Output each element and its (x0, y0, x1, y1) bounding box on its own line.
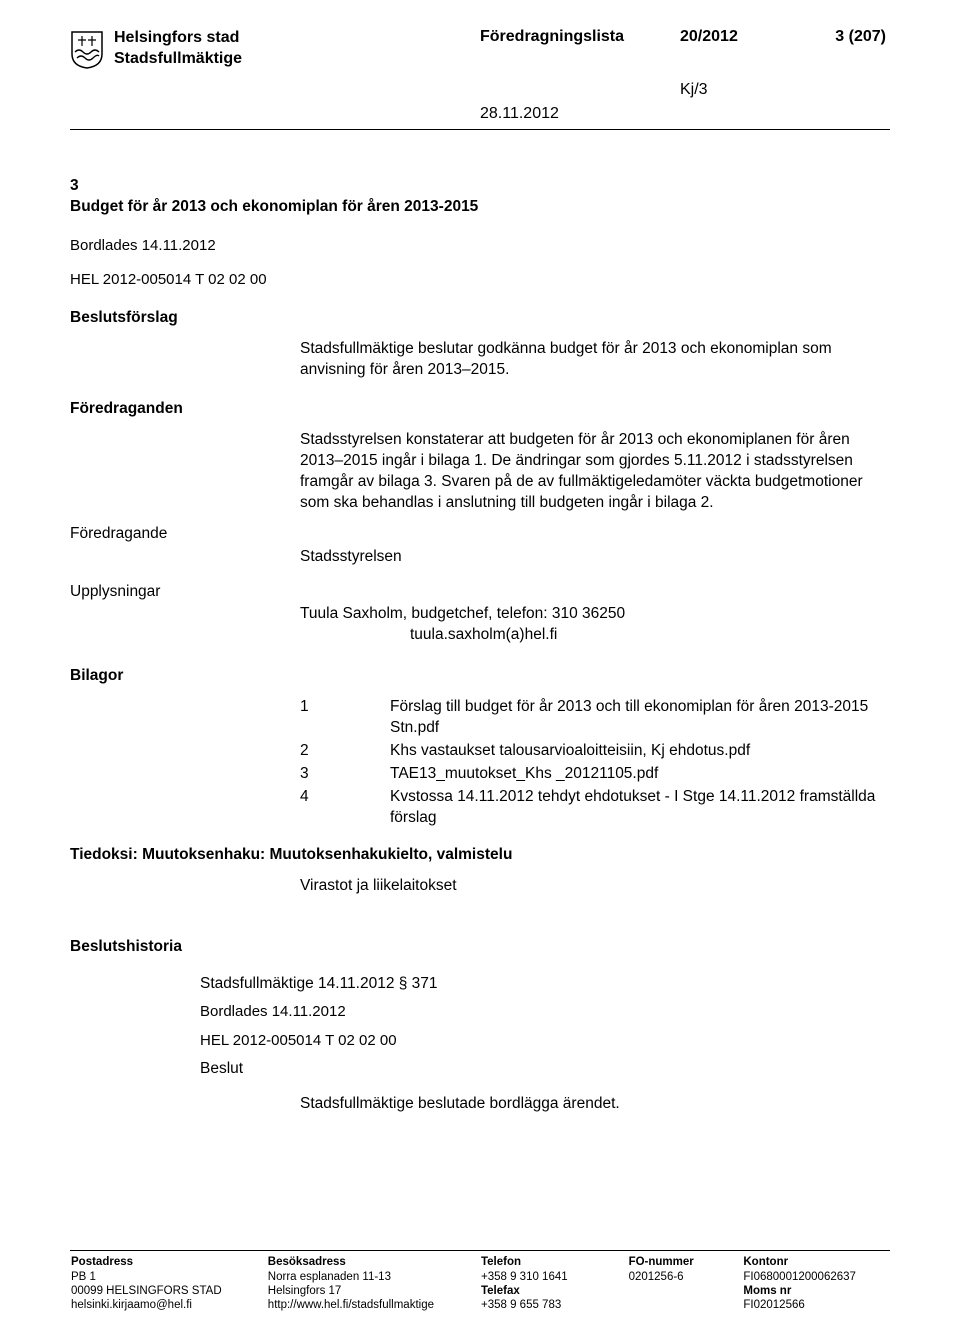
footer-cell: http://www.hel.fi/stadsfullmaktige (267, 1298, 480, 1312)
footer-cell: FI02012566 (742, 1298, 890, 1312)
footer-header-row: Postadress Besöksadress Telefon FO-numme… (70, 1255, 890, 1270)
hel-line: HEL 2012-005014 T 02 02 00 (70, 270, 890, 290)
header-row: Helsingfors stad Stadsfullmäktige Föredr… (70, 28, 890, 75)
footer-cell: Helsingfors 17 (267, 1284, 480, 1298)
footer-cell: Norra esplanaden 11-13 (267, 1270, 480, 1284)
footer-head: Besöksadress (267, 1255, 480, 1270)
foredragande-value: Stadsstyrelsen (300, 547, 890, 568)
header-subrow2: 28.11.2012 (70, 105, 890, 123)
footer-head: Kontonr (742, 1255, 890, 1270)
attachment-num: 1 (300, 697, 390, 739)
foredraganden-label: Föredraganden (70, 399, 890, 420)
footer-cell: +358 9 655 783 (480, 1298, 628, 1312)
footer-cell: 0201256-6 (628, 1270, 743, 1284)
footer-cell (628, 1298, 743, 1312)
header-ref: Kj/3 (680, 81, 780, 99)
history-title: Stadsfullmäktige 14.11.2012 § 371 (200, 974, 890, 995)
tiedoksi-line: Tiedoksi: Muutoksenhaku: Muutoksenhakuki… (70, 845, 890, 866)
beslut-label: Beslut (200, 1059, 890, 1080)
beslutshistoria-label: Beslutshistoria (70, 937, 890, 958)
attachment-text: Khs vastaukset talousarvioaloitteisiin, … (390, 741, 890, 762)
footer-head: Telefon (480, 1255, 628, 1270)
crest-icon (70, 30, 104, 75)
history-bordlades: Bordlades 14.11.2012 (200, 1002, 890, 1022)
bordlades-line: Bordlades 14.11.2012 (70, 236, 890, 256)
footer-cell: FI0680001200062637 (742, 1270, 890, 1284)
title-num: 3 (70, 176, 890, 197)
foredragande-label: Föredragande (70, 524, 300, 545)
footer-cell: Moms nr (742, 1284, 890, 1298)
footer-cell: Telefax (480, 1284, 628, 1298)
footer-row: 00099 HELSINGFORS STAD Helsingfors 17 Te… (70, 1284, 890, 1298)
upplysningar-email: tuula.saxholm(a)hel.fi (410, 625, 890, 646)
footer-divider (70, 1250, 890, 1251)
bilagor-label: Bilagor (70, 666, 890, 687)
document-body: 3 Budget för år 2013 och ekonomiplan för… (70, 176, 890, 1115)
title-text: Budget för år 2013 och ekonomiplan för å… (70, 197, 890, 218)
header-left: Helsingfors stad Stadsfullmäktige (70, 28, 480, 75)
upplysningar-label: Upplysningar (70, 582, 890, 603)
attachment-num: 3 (300, 764, 390, 785)
header-suborg: Stadsfullmäktige (114, 49, 242, 70)
virastot-line: Virastot ja liikelaitokset (300, 876, 890, 897)
footer-head: Postadress (70, 1255, 267, 1270)
attachment-row: 2 Khs vastaukset talousarvioaloitteisiin… (300, 741, 890, 762)
footer: Postadress Besöksadress Telefon FO-numme… (70, 1242, 890, 1312)
attachment-text: TAE13_muutokset_Khs _20121105.pdf (390, 764, 890, 785)
footer-table: Postadress Besöksadress Telefon FO-numme… (70, 1255, 890, 1312)
attachment-text: Kvstossa 14.11.2012 tehdyt ehdotukset - … (390, 787, 890, 829)
header-docnum: 20/2012 (680, 28, 780, 46)
history-text: Stadsfullmäktige beslutade bordlägga äre… (300, 1094, 890, 1115)
footer-cell: PB 1 (70, 1270, 267, 1284)
header-pagenum: 3 (207) (835, 28, 890, 46)
header-date: 28.11.2012 (480, 105, 680, 123)
header-doctype: Föredragningslista (480, 28, 680, 46)
footer-row: helsinki.kirjaamo@hel.fi http://www.hel.… (70, 1298, 890, 1312)
attachment-row: 3 TAE13_muutokset_Khs _20121105.pdf (300, 764, 890, 785)
footer-cell: helsinki.kirjaamo@hel.fi (70, 1298, 267, 1312)
attachment-num: 4 (300, 787, 390, 829)
attachment-num: 2 (300, 741, 390, 762)
attachment-row: 4 Kvstossa 14.11.2012 tehdyt ehdotukset … (300, 787, 890, 829)
header-title-block: Helsingfors stad Stadsfullmäktige (114, 28, 242, 70)
header-divider (70, 129, 890, 130)
footer-cell: 00099 HELSINGFORS STAD (70, 1284, 267, 1298)
page: Helsingfors stad Stadsfullmäktige Föredr… (0, 0, 960, 1332)
attachment-row: 1 Förslag till budget för år 2013 och ti… (300, 697, 890, 739)
foredragande-row: Föredragande (70, 524, 890, 545)
beslutsforslag-label: Beslutsförslag (70, 308, 890, 329)
footer-row: PB 1 Norra esplanaden 11-13 +358 9 310 1… (70, 1270, 890, 1284)
foredraganden-text: Stadsstyrelsen konstaterar att budgeten … (300, 430, 890, 514)
header-org: Helsingfors stad (114, 28, 242, 49)
header-subrow1: Kj/3 (70, 81, 890, 99)
footer-cell: +358 9 310 1641 (480, 1270, 628, 1284)
footer-cell (628, 1284, 743, 1298)
upplysningar-name: Tuula Saxholm, budgetchef, telefon: 310 … (300, 604, 890, 625)
beslutsforslag-text: Stadsfullmäktige beslutar godkänna budge… (300, 339, 890, 381)
attachment-text: Förslag till budget för år 2013 och till… (390, 697, 890, 739)
footer-head: FO-nummer (628, 1255, 743, 1270)
history-hel: HEL 2012-005014 T 02 02 00 (200, 1031, 890, 1051)
